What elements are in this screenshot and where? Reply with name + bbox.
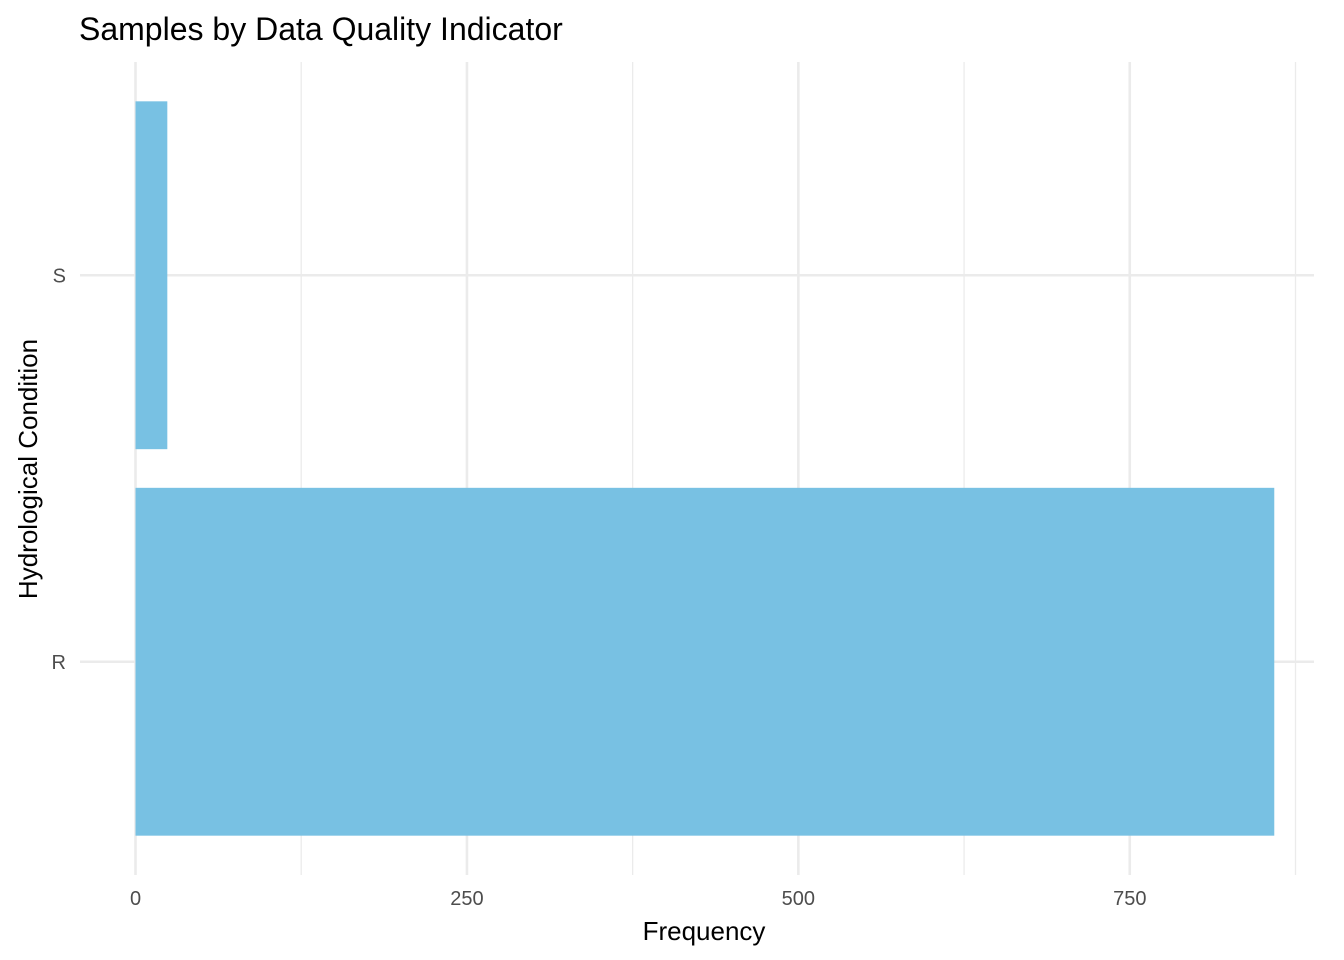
- bar-r: [135, 487, 1275, 836]
- bars: [135, 101, 1275, 836]
- bar-s: [135, 101, 168, 450]
- y-tick-label: S: [53, 265, 66, 287]
- chart-title: Samples by Data Quality Indicator: [79, 11, 563, 47]
- y-axis-tick-labels: RS: [52, 265, 66, 674]
- x-tick-label: 500: [782, 888, 815, 910]
- y-tick-label: R: [52, 652, 66, 674]
- x-axis-tick-labels: 0 250 500 750: [130, 888, 1147, 910]
- x-axis-title: Frequency: [643, 916, 766, 946]
- x-tick-label: 250: [450, 888, 483, 910]
- y-axis-title: Hydrological Condition: [13, 339, 43, 599]
- x-tick-label: 0: [130, 888, 141, 910]
- x-tick-label: 750: [1113, 888, 1146, 910]
